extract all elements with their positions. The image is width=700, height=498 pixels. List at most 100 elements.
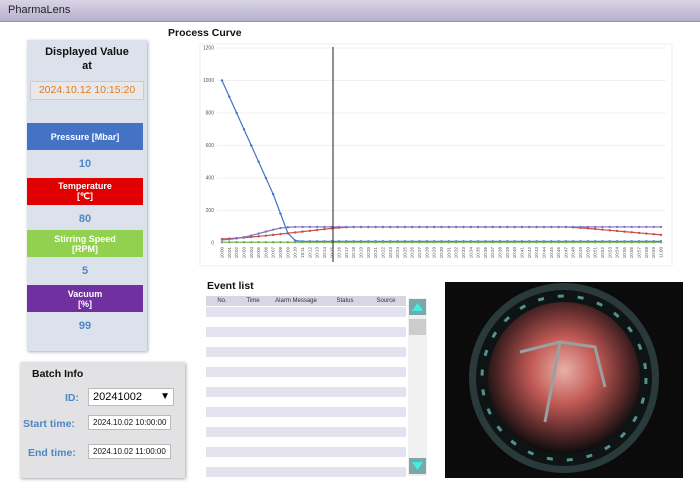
scroll-up[interactable] <box>409 299 426 315</box>
series-point <box>381 225 385 229</box>
series-point <box>279 240 282 244</box>
x-tick-label: 10:40 <box>512 247 517 259</box>
series-point <box>557 240 560 244</box>
series-point <box>623 225 626 229</box>
display-title: Displayed Value <box>45 46 129 58</box>
x-tick-label: 10:34 <box>468 247 473 259</box>
x-tick-label: 10:11 <box>300 247 305 258</box>
series-point <box>491 225 494 229</box>
series-point <box>315 228 319 232</box>
column-header: Alarm Message <box>268 296 325 306</box>
x-tick-label: 10:33 <box>461 247 466 259</box>
x-tick-label: 10:52 <box>600 247 605 259</box>
series-point <box>637 240 641 244</box>
series-point <box>608 240 611 244</box>
series-point <box>542 240 546 244</box>
card-label: Stirring Speed <box>54 233 116 244</box>
series-point <box>264 240 268 244</box>
scrollbar[interactable] <box>408 298 427 476</box>
series-point <box>228 95 231 98</box>
series-point <box>293 225 297 229</box>
column-header: Status <box>324 296 367 306</box>
series-point <box>235 240 238 244</box>
series-point <box>623 230 626 233</box>
series-point <box>557 225 560 229</box>
x-tick-label: 10:29 <box>432 247 437 259</box>
series-point <box>389 240 392 244</box>
series-point <box>601 225 604 229</box>
series-point <box>286 240 290 244</box>
series-point <box>542 225 546 229</box>
chart-frame <box>199 43 673 267</box>
x-tick-label: 10:43 <box>534 247 539 259</box>
series-point <box>615 229 619 233</box>
series-point <box>257 160 260 163</box>
x-tick-label: 10:15 <box>329 247 334 259</box>
series-point <box>337 240 341 244</box>
series-point <box>484 240 487 244</box>
y-tick-label: 800 <box>206 111 215 117</box>
app-title: PharmaLens <box>8 4 71 16</box>
table-row <box>206 457 406 467</box>
series-point <box>228 240 231 244</box>
series-point <box>637 225 641 229</box>
x-tick-label: 10:31 <box>446 247 451 259</box>
scroll-thumb[interactable] <box>409 319 426 335</box>
table-row <box>206 367 406 377</box>
x-tick-label: 10:00 <box>220 247 225 259</box>
series-point <box>469 240 472 244</box>
x-tick-label: 10:12 <box>307 247 312 259</box>
card-label: [RPM] <box>72 243 98 254</box>
series-point <box>645 225 648 229</box>
x-tick-label: 10:30 <box>439 247 444 259</box>
series-point <box>286 226 290 229</box>
event-title: Event list <box>207 280 254 292</box>
series-point <box>250 234 253 237</box>
x-tick-label: 10:58 <box>644 247 649 259</box>
series-point <box>264 176 268 180</box>
x-tick-label: 10:22 <box>380 247 385 259</box>
x-tick-label: 10:57 <box>637 247 642 259</box>
series-point <box>345 240 348 244</box>
series-point <box>432 240 436 244</box>
series-point <box>462 225 465 229</box>
series-point <box>264 234 268 237</box>
timestamp: 2024.10.12 10:15:20 <box>30 81 144 100</box>
series-point <box>257 235 260 238</box>
x-tick-label: 10:04 <box>249 247 254 259</box>
series-point <box>608 225 611 229</box>
y-tick-label: 1000 <box>203 78 214 84</box>
id-dropdown[interactable]: 20241002 ▼ <box>88 388 174 406</box>
x-tick-label: 10:32 <box>454 247 459 259</box>
card-label: [%] <box>78 298 92 309</box>
series-point <box>564 225 568 229</box>
id-value: 20241002 <box>93 391 142 403</box>
series-point <box>279 212 282 215</box>
series-point <box>374 225 377 229</box>
x-tick-label: 10:02 <box>234 247 239 259</box>
series-point <box>564 240 568 244</box>
series-point <box>572 225 575 229</box>
series-point <box>367 225 370 229</box>
start-time[interactable]: 2024.10.02 10:00:00 <box>88 415 172 430</box>
x-tick-label: 10:28 <box>424 247 429 259</box>
series-point <box>484 225 487 229</box>
batch-panel: Batch Info ID: 20241002 ▼ Start time: 202… <box>20 362 185 478</box>
x-tick-label: 10:13 <box>315 247 320 259</box>
x-tick-label: 10:24 <box>395 247 400 259</box>
series-point <box>425 225 429 229</box>
series-point <box>411 240 414 244</box>
series-point <box>572 240 575 244</box>
scroll-down[interactable] <box>409 458 426 474</box>
table-row <box>206 397 406 407</box>
series-point <box>374 240 377 244</box>
table-row <box>206 337 406 347</box>
series-point <box>506 240 509 244</box>
end-time[interactable]: 2024.10.02 11:00:00 <box>88 444 171 459</box>
table-row <box>206 437 406 447</box>
column-header: No. <box>206 296 239 306</box>
x-tick-label: 10:20 <box>366 247 371 259</box>
series-point <box>432 225 436 229</box>
x-tick-label: 10:37 <box>490 247 495 259</box>
